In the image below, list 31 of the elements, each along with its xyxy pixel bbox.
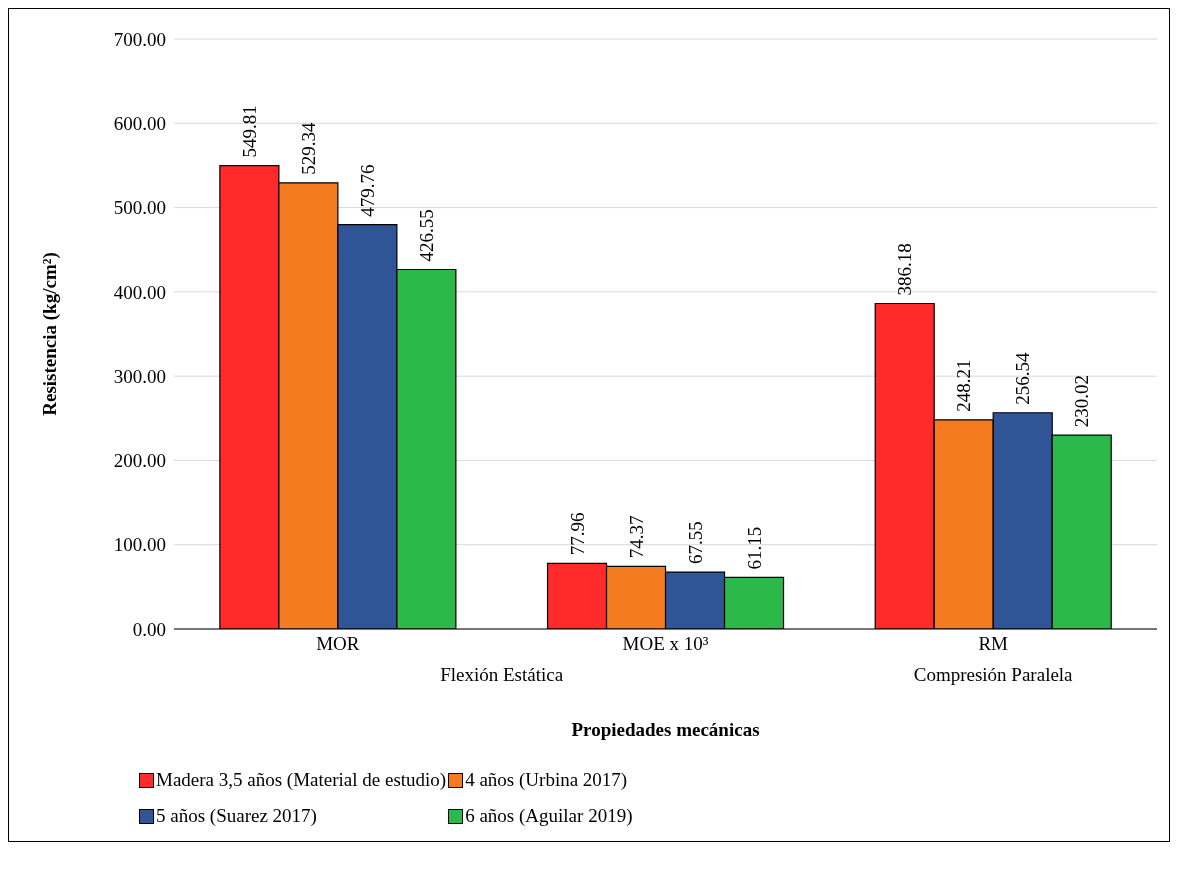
text: Compresión Paralela [912, 664, 1074, 686]
y-tick-label: 700.00 [113, 28, 166, 50]
legend-label: 4 años (Urbina 2017) [465, 769, 628, 791]
data-label: 248.21 [953, 359, 975, 412]
data-label: 74.37 [625, 515, 647, 559]
legend-label: 5 años (Suarez 2017) [156, 805, 317, 827]
data-label: 386.18 [894, 243, 916, 296]
data-label: 67.55 [684, 521, 706, 565]
data-label: 77.96 [566, 512, 588, 556]
y-tick-label: 600.00 [113, 113, 166, 135]
x-axis-title: Propiedades mecánicas [570, 719, 761, 741]
data-label: 426.55 [415, 209, 437, 262]
y-tick-label: 200.00 [113, 450, 166, 472]
data-label: 256.54 [1012, 352, 1034, 405]
y-tick-label: 400.00 [113, 281, 166, 303]
y-axis-title: Resistencia (kg/cm²) [38, 252, 61, 416]
data-label: 529.34 [297, 122, 319, 175]
x-tick-label: MOR [316, 633, 360, 655]
x-tick-label: MOE x 10³ [622, 633, 709, 655]
legend-label: Madera 3,5 años (Material de estudio) [156, 769, 447, 791]
data-label: 479.76 [356, 164, 378, 217]
text: Flexión Estática [439, 664, 565, 686]
x-tick-label: RM [978, 633, 1009, 655]
legend-label: 6 años (Aguilar 2019) [465, 805, 633, 827]
data-label: 549.81 [238, 105, 260, 158]
y-tick-label: 300.00 [113, 365, 166, 387]
y-tick-label: 0.00 [132, 618, 166, 640]
y-tick-label: 500.00 [113, 197, 166, 219]
data-label: 61.15 [743, 526, 765, 570]
y-tick-label: 100.00 [113, 534, 166, 556]
data-label: 230.02 [1071, 374, 1093, 428]
